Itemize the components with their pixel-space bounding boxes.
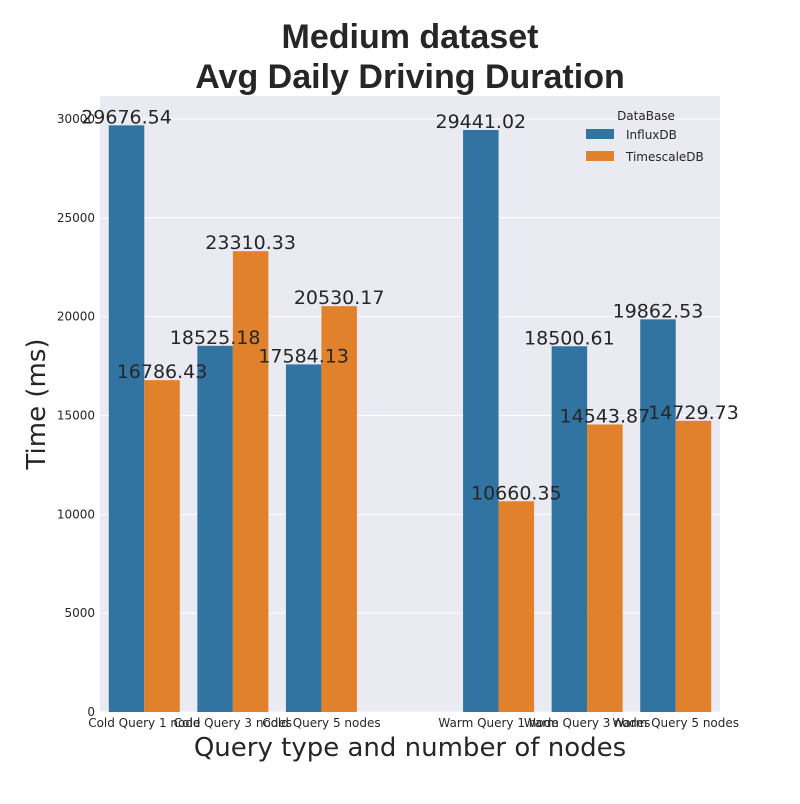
data-label: 10660.35: [471, 482, 562, 504]
legend-swatch-timescaledb: [586, 151, 614, 161]
data-label: 23310.33: [205, 232, 296, 254]
chart-title-line-1: Medium dataset: [282, 18, 539, 56]
bar-timescaledb-warm-query-1-node: [498, 501, 535, 712]
data-label: 16786.43: [117, 361, 208, 383]
data-label: 17584.13: [258, 345, 349, 367]
y-tick-label: 10000: [57, 507, 95, 521]
bar-timescaledb-cold-query-3-nodes: [232, 251, 269, 712]
y-axis-label: Time (ms): [22, 338, 52, 470]
data-label: 18500.61: [524, 327, 615, 349]
bar-timescaledb-warm-query-5-nodes: [675, 420, 712, 712]
x-tick-label: Cold Query 3 nodes: [174, 716, 292, 730]
bars: [108, 125, 712, 712]
legend-label-timescaledb: TimescaleDB: [625, 150, 704, 164]
legend: DataBase InfluxDB TimescaleDB: [586, 109, 704, 164]
bar-timescaledb-warm-query-3-nodes: [587, 424, 623, 712]
data-label: 18525.18: [170, 327, 261, 349]
x-tick-label: Warm Query 1 node: [438, 716, 558, 730]
plot-background: [100, 96, 720, 712]
y-tick-label: 15000: [57, 408, 95, 422]
y-tick-labels: 0 5000 10000 15000 20000 25000 30000: [57, 112, 95, 719]
y-tick-label: 30000: [57, 112, 95, 126]
data-label: 14729.73: [648, 402, 739, 424]
bar-influxdb-cold-query-5-nodes: [285, 364, 322, 712]
data-label: 29441.02: [435, 111, 526, 133]
y-tick-label: 20000: [57, 310, 95, 324]
bar-timescaledb-cold-query-1-node: [144, 380, 180, 712]
x-tick-label: Cold Query 5 nodes: [262, 716, 380, 730]
x-tick-label: Warm Query 5 nodes: [612, 716, 739, 730]
bar-timescaledb-cold-query-5-nodes: [321, 306, 357, 712]
chart-title-line-2: Avg Daily Driving Duration: [195, 58, 624, 96]
bar-influxdb-warm-query-3-nodes: [551, 346, 588, 712]
data-label: 19862.53: [613, 300, 704, 322]
bar-influxdb-warm-query-5-nodes: [640, 319, 676, 712]
data-label: 20530.17: [294, 287, 385, 309]
data-label: 29676.54: [81, 106, 172, 128]
bar-influxdb-cold-query-3-nodes: [197, 345, 233, 712]
x-tick-label: Warm Query 3 nodes: [524, 716, 651, 730]
x-axis-label: Query type and number of nodes: [194, 733, 626, 763]
y-tick-label: 25000: [57, 211, 95, 225]
y-tick-label: 0: [87, 705, 95, 719]
y-tick-label: 5000: [64, 606, 95, 620]
legend-title: DataBase: [617, 109, 675, 123]
legend-swatch-influxdb: [586, 129, 614, 139]
x-tick-label: Cold Query 1 node: [88, 716, 200, 730]
legend-label-influxdb: InfluxDB: [626, 128, 677, 142]
data-label: 14543.87: [560, 405, 651, 427]
bar-influxdb-warm-query-1-node: [463, 130, 499, 712]
bar-influxdb-cold-query-1-node: [108, 125, 145, 712]
